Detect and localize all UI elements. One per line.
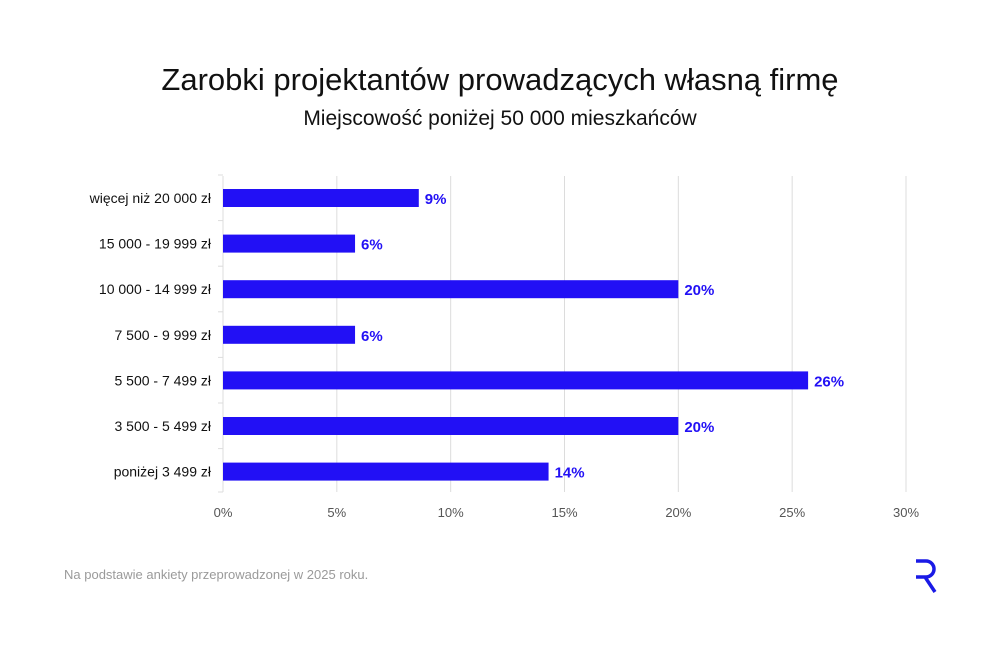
bar — [223, 462, 549, 481]
x-tick-label: 5% — [327, 505, 346, 520]
x-tick-label: 10% — [438, 505, 464, 520]
data-label: 9% — [425, 191, 447, 208]
bar — [223, 417, 679, 435]
data-label: 6% — [361, 328, 383, 345]
x-tick-label: 15% — [551, 505, 577, 520]
data-label: 20% — [684, 282, 714, 299]
bar — [223, 371, 809, 390]
bar — [223, 189, 419, 207]
category-label: więcej niż 20 000 zł — [89, 190, 212, 206]
category-label: 3 500 - 5 499 zł — [114, 418, 211, 434]
data-label: 14% — [555, 465, 585, 482]
category-label: 15 000 - 19 999 zł — [99, 236, 212, 252]
category-label: 5 500 - 7 499 zł — [114, 372, 211, 388]
x-tick-label: 20% — [665, 505, 691, 520]
logo-r-icon — [916, 559, 937, 593]
category-label: 10 000 - 14 999 zł — [99, 281, 212, 297]
chart-subtitle: Miejscowość poniżej 50 000 mieszkańców — [303, 107, 697, 130]
data-label: 20% — [684, 419, 714, 436]
x-tick-label: 25% — [779, 505, 805, 520]
bar — [223, 234, 356, 253]
chart-title: Zarobki projektantów prowadzących własną… — [161, 62, 839, 97]
category-label: 7 500 - 9 999 zł — [114, 327, 211, 343]
bar — [223, 280, 679, 299]
x-tick-label: 30% — [893, 505, 919, 520]
bar — [223, 325, 356, 344]
footer-note: Na podstawie ankiety przeprowadzonej w 2… — [64, 567, 369, 582]
data-label: 26% — [814, 373, 844, 390]
category-label: poniżej 3 499 zł — [114, 464, 212, 480]
x-tick-label: 0% — [214, 505, 233, 520]
data-label: 6% — [361, 237, 383, 254]
